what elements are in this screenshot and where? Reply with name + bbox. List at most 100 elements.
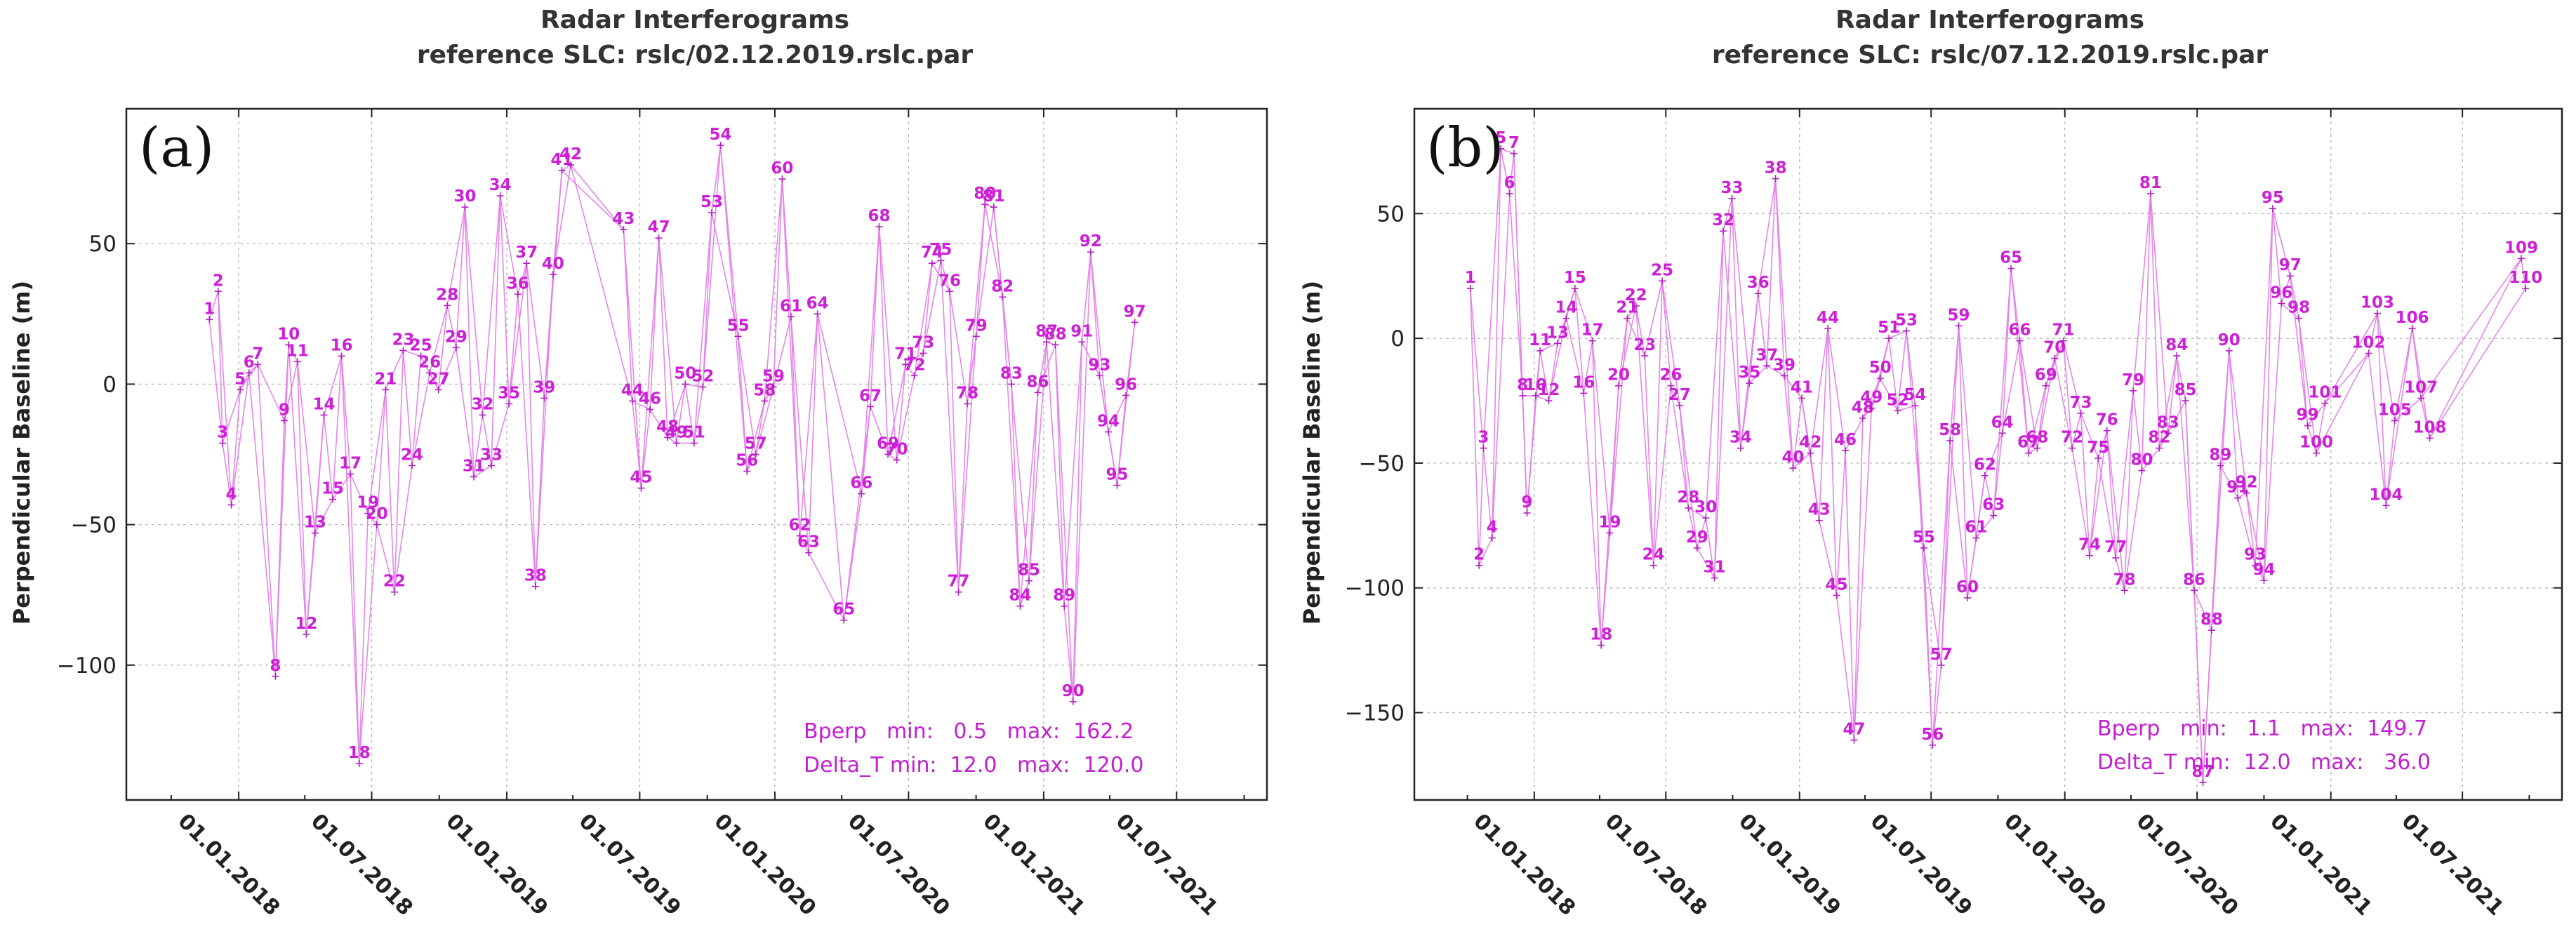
- p1-edge: [2045, 340, 2064, 387]
- p0-point-61: 61: [780, 297, 802, 321]
- p1-point-57: 57: [1930, 646, 1953, 669]
- p0-edge: [1002, 297, 1012, 385]
- p0-edge: [456, 347, 474, 477]
- p0-point-label: 34: [489, 176, 512, 194]
- p1-edge: [1766, 365, 1785, 377]
- panel-b-points: 1234567891011121314151617181920212223242…: [1465, 129, 2542, 787]
- p0-edge: [878, 227, 889, 455]
- p0-edge: [230, 389, 241, 505]
- p0-xtick-label: 01.01.2021: [978, 809, 1089, 921]
- p0-edge: [411, 356, 422, 466]
- p1-point-99: 99: [2297, 406, 2319, 429]
- p0-point-92: 92: [1080, 232, 1102, 256]
- p1-point-34: 34: [1729, 429, 1752, 452]
- p1-point-35: 35: [1738, 364, 1760, 387]
- p1-point-label: 97: [2279, 256, 2302, 274]
- p1-point-83: 83: [2157, 413, 2179, 437]
- p1-edge: [2272, 208, 2283, 304]
- p0-edge: [816, 314, 863, 494]
- p1-point-7: 7: [1508, 134, 1520, 158]
- p0-point-77: 77: [948, 573, 970, 596]
- p0-point-78: 78: [956, 384, 978, 408]
- p0-edge: [808, 314, 818, 553]
- p0-point-52: 52: [691, 367, 714, 391]
- p1-point-label: 43: [1808, 501, 1831, 519]
- p1-point-label: 72: [2061, 429, 2083, 447]
- panel-a-plot-frame: [125, 107, 1268, 801]
- p1-point-28: 28: [1677, 488, 1699, 512]
- p0-point-21: 21: [374, 370, 397, 394]
- p0-edge: [217, 291, 232, 505]
- p0-point-label: 60: [771, 159, 793, 178]
- p1-edge: [2306, 403, 2326, 427]
- p0-edge: [499, 195, 519, 295]
- p1-edge: [2245, 493, 2256, 566]
- p0-point-93: 93: [1088, 356, 1110, 380]
- p0-point-67: 67: [859, 387, 882, 411]
- p1-point-64: 64: [1991, 413, 2014, 437]
- p0-edge: [552, 171, 563, 275]
- p0-edge: [755, 401, 766, 455]
- p1-edge: [2167, 355, 2177, 434]
- p0-edge: [632, 401, 642, 488]
- p0-point-label: 21: [374, 370, 397, 388]
- p0-edge: [473, 415, 484, 477]
- p1-edge: [1661, 281, 1672, 386]
- p1-point-label: 3: [1478, 429, 1489, 447]
- p0-edge: [640, 238, 660, 488]
- p0-edge: [429, 373, 439, 390]
- p0-point-label: 75: [929, 241, 952, 259]
- p1-edge: [2429, 258, 2522, 439]
- p0-edge: [693, 387, 704, 444]
- p1-edge: [1574, 288, 1585, 394]
- p0-point-85: 85: [1018, 561, 1040, 585]
- p1-edge: [1818, 520, 1838, 596]
- p1-point-label: 47: [1843, 721, 1865, 739]
- p1-edge: [1697, 547, 1715, 578]
- p1-edge: [1757, 178, 1777, 294]
- p1-edge: [2211, 350, 2230, 631]
- p0-point-label: 59: [762, 367, 785, 385]
- p0-point-label: 26: [418, 353, 441, 371]
- p0-edge: [623, 229, 642, 488]
- p1-point-66: 66: [2009, 321, 2031, 345]
- p0-edge: [394, 465, 413, 592]
- p1-edge: [1748, 293, 1759, 384]
- p0-point-11: 11: [286, 342, 309, 366]
- p1-edge: [2237, 492, 2248, 499]
- p0-edge: [913, 263, 933, 376]
- p0-point-6: 6: [244, 353, 255, 377]
- p1-point-label: 98: [2288, 299, 2310, 317]
- p1-point-23: 23: [1633, 336, 1656, 360]
- p1-point-label: 61: [1965, 519, 1987, 537]
- p1-point-3: 3: [1478, 429, 1489, 452]
- p1-point-38: 38: [1765, 159, 1787, 182]
- p0-point-70: 70: [886, 441, 908, 464]
- p0-ytick-label: −100: [57, 653, 117, 679]
- p0-point-20: 20: [366, 505, 388, 528]
- p0-edge: [702, 213, 712, 387]
- p1-edge: [1478, 448, 1485, 566]
- p1-edge: [2255, 565, 2265, 581]
- p0-point-60: 60: [771, 159, 793, 183]
- p1-edge: [2054, 358, 2073, 448]
- p0-edge: [675, 384, 686, 444]
- p1-point-46: 46: [1834, 431, 1857, 455]
- p1-edge: [2255, 208, 2273, 566]
- p0-point-label: 88: [1044, 325, 1067, 343]
- p0-point-label: 95: [1106, 466, 1129, 484]
- p1-point-label: 36: [1747, 274, 1770, 292]
- p1-edge: [2377, 313, 2396, 421]
- p1-point-75: 75: [2087, 439, 2109, 462]
- p0-point-label: 97: [1124, 302, 1146, 321]
- p0-point-label: 30: [453, 187, 476, 206]
- p1-point-label: 85: [2175, 381, 2197, 399]
- p0-point-38: 38: [524, 567, 547, 590]
- p1-edge: [2193, 589, 2212, 631]
- p1-point-70: 70: [2043, 339, 2066, 362]
- p1-xtick-label: 01.07.2021: [2396, 809, 2508, 921]
- p0-edge: [1108, 432, 1118, 486]
- p0-edge: [394, 350, 404, 592]
- p1-edge: [1810, 453, 1820, 521]
- p0-point-58: 58: [753, 381, 776, 405]
